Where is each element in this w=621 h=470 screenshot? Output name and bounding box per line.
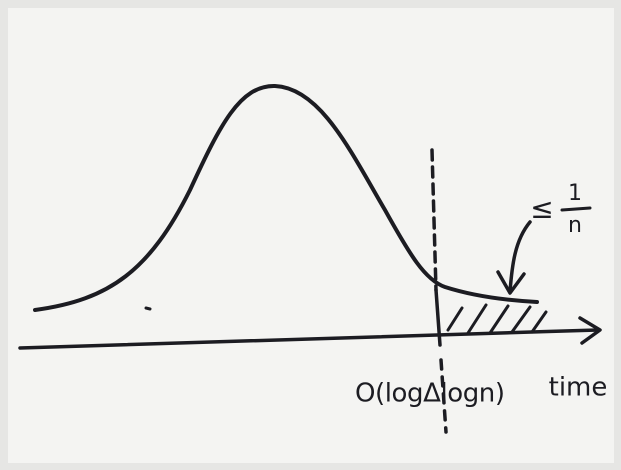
sketch: ≤ 1 n O(logΔlogn) time — [0, 0, 621, 470]
annotation-numerator: 1 — [568, 181, 582, 206]
annotation-symbol: ≤ — [530, 192, 553, 225]
annotation-denominator: n — [568, 213, 582, 238]
threshold-label: O(logΔlogn) — [355, 379, 505, 409]
fraction-bar — [562, 208, 590, 210]
axis-label: time — [549, 373, 608, 403]
tick — [146, 308, 150, 309]
